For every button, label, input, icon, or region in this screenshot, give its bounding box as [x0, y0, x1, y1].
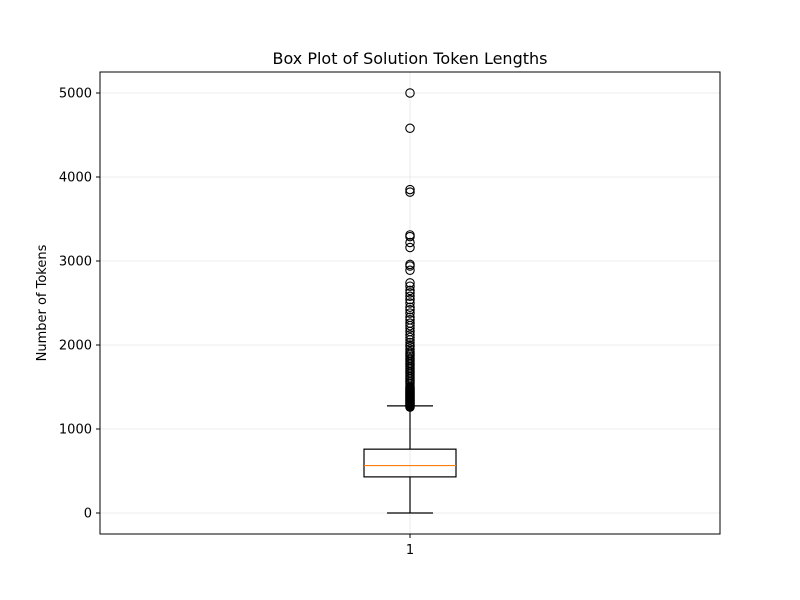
outlier-point: [405, 337, 415, 348]
plot-area: [363, 88, 457, 514]
outlier-point: [405, 312, 415, 323]
axes: 0 1000 2000 3000 4000 5000 1: [59, 71, 721, 558]
outlier-point: [405, 288, 415, 298]
chart-title: Box Plot of Solution Token Lengths: [273, 49, 548, 68]
outlier-point: [405, 304, 415, 315]
outlier-point: [405, 344, 415, 354]
y-tick-label: 4000: [59, 171, 92, 186]
outlier-point: [405, 298, 415, 308]
y-tick-label: 5000: [59, 87, 92, 102]
y-tick-label: 1000: [59, 423, 92, 438]
outlier-point: [405, 242, 415, 253]
outlier-point: [405, 330, 415, 340]
outlier-point: [405, 259, 415, 270]
outlier-point: [405, 88, 415, 98]
outlier-point: [405, 265, 415, 275]
outlier-point: [405, 318, 415, 328]
outlier-point: [405, 184, 415, 195]
outlier-point: [405, 346, 415, 357]
outlier-point: [405, 278, 415, 288]
outlier-point: [405, 294, 415, 305]
outlier-point: [405, 332, 415, 343]
x-tick-label: 1: [406, 543, 414, 558]
outlier-point: [405, 187, 415, 197]
y-tick-label: 0: [84, 507, 92, 522]
outlier-point: [405, 302, 415, 312]
y-axis-label: Number of Tokens: [35, 244, 50, 361]
outlier-point: [405, 281, 415, 291]
y-tick-label: 2000: [59, 339, 92, 354]
y-tick-label: 3000: [59, 255, 92, 270]
outlier-point: [405, 237, 415, 248]
outlier-point: [405, 291, 415, 302]
outlier-point: [405, 315, 415, 325]
outlier-point: [405, 123, 415, 134]
iqr-box: [363, 448, 457, 478]
outlier-point: [405, 230, 415, 240]
outlier-point: [405, 340, 415, 350]
outlier-point: [405, 285, 415, 296]
outlier-point: [405, 308, 415, 318]
